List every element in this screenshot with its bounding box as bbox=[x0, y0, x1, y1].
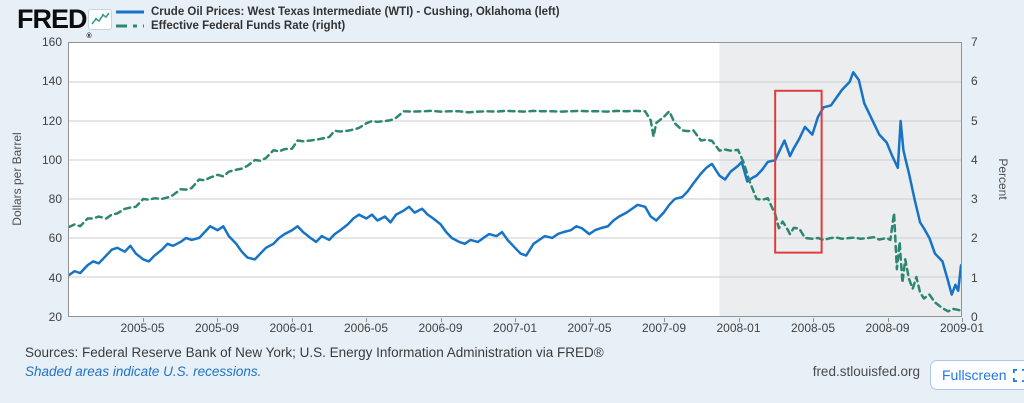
x-tick-mark bbox=[738, 318, 740, 322]
fullscreen-button-label: Fullscreen bbox=[942, 367, 1007, 383]
x-tick-mark bbox=[962, 318, 963, 322]
legend-item-wti[interactable]: Crude Oil Prices: West Texas Intermediat… bbox=[116, 5, 560, 19]
left-tick-label: 100 bbox=[41, 152, 62, 167]
x-tick-label: 2006-09 bbox=[418, 321, 463, 335]
x-tick-mark bbox=[142, 318, 144, 322]
sparkline-chart-icon bbox=[88, 9, 112, 30]
x-tick-label: 2007-05 bbox=[567, 321, 612, 335]
right-tick-label: 7 bbox=[971, 35, 978, 49]
sources-text: Sources: Federal Reserve Bank of New Yor… bbox=[25, 345, 604, 360]
right-tick-label: 1 bbox=[971, 270, 978, 285]
right-tick-label: 3 bbox=[971, 192, 978, 207]
x-tick-label: 2009-01 bbox=[939, 321, 985, 335]
wti-line-swatch-icon bbox=[116, 10, 144, 14]
recession-shading bbox=[719, 43, 961, 316]
legend-item-ffr[interactable]: Effective Federal Funds Rate (right) bbox=[116, 19, 560, 33]
x-tick-mark bbox=[589, 318, 591, 322]
plot-area[interactable] bbox=[68, 42, 962, 317]
right-tick-label: 5 bbox=[971, 113, 978, 128]
x-tick-mark bbox=[440, 318, 442, 322]
x-tick-mark bbox=[217, 318, 218, 322]
x-tick-label: 2007-09 bbox=[641, 321, 687, 335]
registered-mark: ® bbox=[86, 33, 92, 40]
left-axis-title: Dollars per Barrel bbox=[10, 132, 24, 226]
x-tick-mark bbox=[813, 318, 814, 322]
x-tick-mark bbox=[366, 318, 367, 322]
left-tick-label: 40 bbox=[48, 270, 62, 285]
fred-logo[interactable]: FRED® bbox=[17, 4, 92, 40]
left-tick-label: 60 bbox=[48, 231, 62, 246]
x-tick-label: 2007-01 bbox=[492, 321, 538, 335]
x-tick-mark bbox=[664, 318, 665, 322]
x-tick-label: 2008-05 bbox=[790, 321, 836, 335]
legend-label-ffr: Effective Federal Funds Rate (right) bbox=[151, 20, 346, 32]
x-tick-label: 2005-05 bbox=[120, 321, 165, 335]
recession-note-link[interactable]: Shaded areas indicate U.S. recessions. bbox=[25, 364, 262, 379]
x-tick-label: 2005-09 bbox=[194, 321, 240, 335]
ffr-dashed-swatch-icon bbox=[116, 24, 144, 28]
series-line-wti bbox=[69, 71, 961, 296]
left-tick-label: 20 bbox=[48, 310, 62, 324]
series-line-ffr bbox=[69, 109, 961, 313]
x-tick-label: 2008-09 bbox=[865, 321, 910, 335]
fred-url-link[interactable]: fred.stlouisfed.org bbox=[812, 364, 920, 379]
right-tick-label: 2 bbox=[971, 231, 978, 246]
x-tick-mark bbox=[515, 318, 516, 322]
left-tick-label: 80 bbox=[48, 192, 62, 207]
fullscreen-button[interactable]: Fullscreen bbox=[930, 360, 1024, 390]
annotation-box bbox=[774, 89, 823, 254]
chart-canvas bbox=[69, 43, 961, 316]
x-tick-label: 2006-05 bbox=[343, 321, 389, 335]
left-tick-label: 160 bbox=[41, 35, 62, 49]
fullscreen-icon bbox=[1012, 368, 1024, 382]
left-tick-label: 140 bbox=[41, 74, 62, 89]
left-tick-label: 120 bbox=[41, 113, 62, 128]
x-tick-mark bbox=[291, 318, 293, 322]
right-tick-label: 4 bbox=[971, 152, 978, 167]
legend: Crude Oil Prices: West Texas Intermediat… bbox=[116, 5, 560, 33]
x-tick-label: 2008-01 bbox=[716, 321, 761, 335]
right-tick-label: 0 bbox=[971, 310, 978, 324]
legend-label-wti: Crude Oil Prices: West Texas Intermediat… bbox=[151, 6, 560, 18]
x-tick-label: 2006-01 bbox=[269, 321, 314, 335]
right-tick-label: 6 bbox=[971, 74, 978, 89]
x-tick-mark bbox=[887, 318, 889, 322]
